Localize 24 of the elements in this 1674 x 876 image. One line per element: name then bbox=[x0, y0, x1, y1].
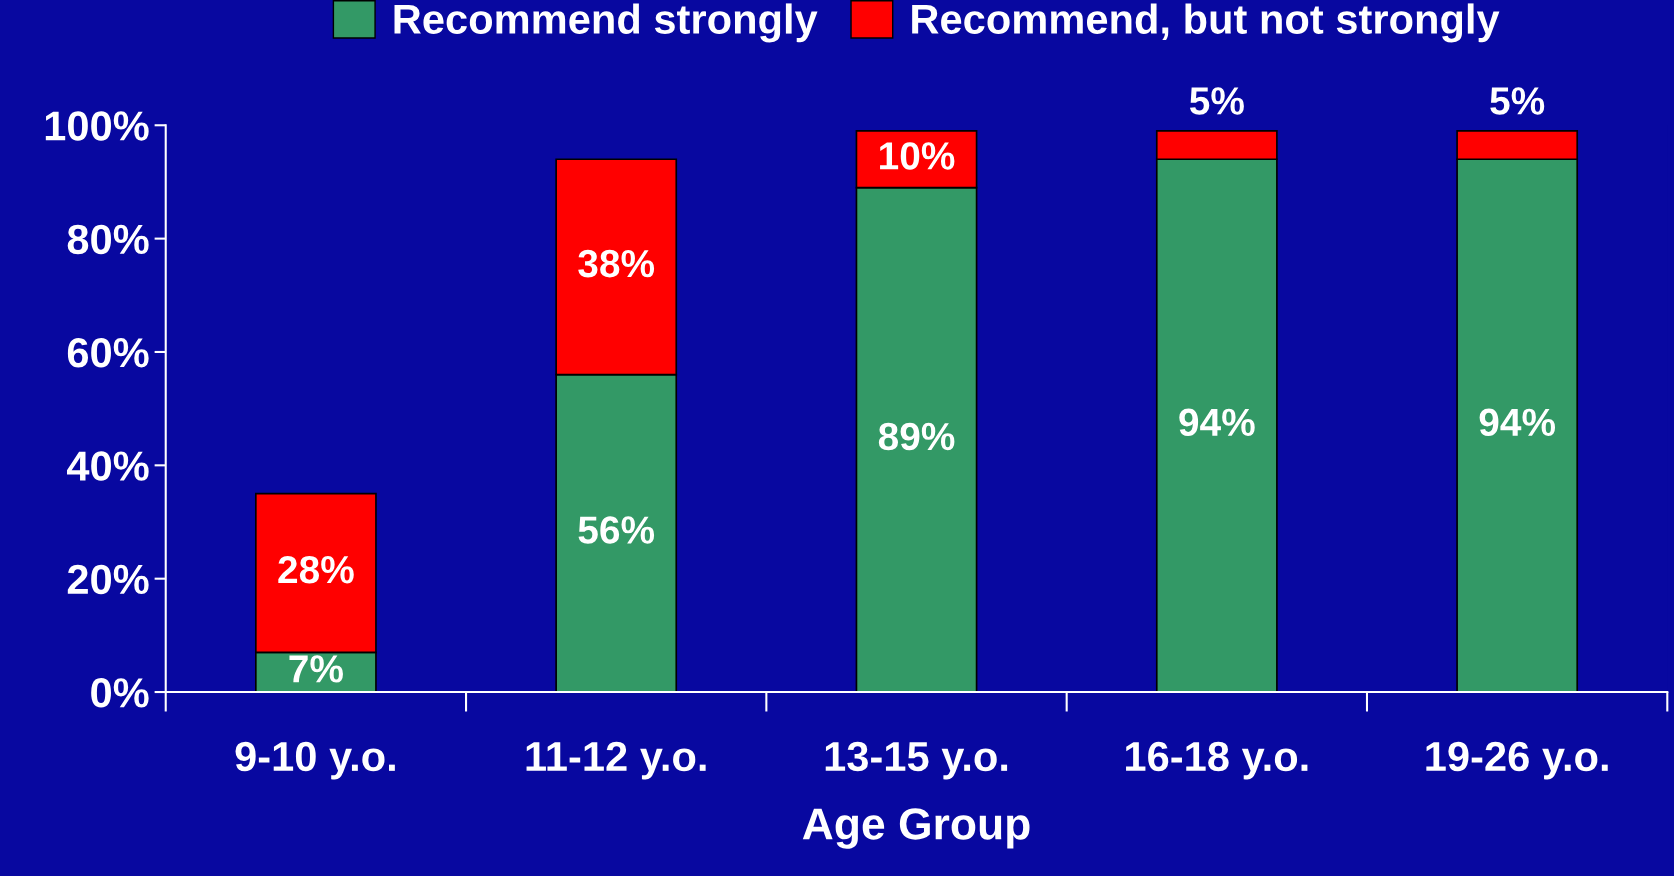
x-axis-title: Age Group bbox=[802, 808, 1030, 849]
x-tick-label: 19-26 y.o. bbox=[1426, 741, 1608, 780]
legend-label: Recommend strongly bbox=[394, 3, 818, 43]
y-tick-label: 40% bbox=[66, 451, 149, 481]
x-tick-label: 9-10 y.o. bbox=[235, 741, 395, 780]
y-tick-label: 100% bbox=[45, 111, 149, 141]
legend-label: Recommend, but not strongly bbox=[912, 3, 1500, 43]
data-label: 28% bbox=[278, 555, 354, 584]
data-label: 94% bbox=[1479, 408, 1556, 437]
data-label: 89% bbox=[878, 422, 955, 451]
y-tick-label: 20% bbox=[67, 564, 149, 595]
data-label: 5% bbox=[1189, 87, 1244, 115]
data-label: 10% bbox=[880, 142, 955, 170]
data-label: 5% bbox=[1490, 87, 1545, 115]
x-tick-label: 13-15 y.o. bbox=[825, 741, 1008, 780]
x-tick-label: 11-12 y.o. bbox=[526, 741, 706, 780]
x-tick-label: 16-18 y.o. bbox=[1126, 741, 1308, 780]
y-tick-label: 0% bbox=[91, 678, 149, 708]
y-tick-label: 80% bbox=[67, 224, 149, 255]
data-label: 38% bbox=[578, 249, 655, 278]
y-tick-label: 60% bbox=[67, 337, 149, 368]
data-label: 94% bbox=[1179, 408, 1255, 437]
data-label: 7% bbox=[289, 655, 343, 683]
data-label: 56% bbox=[578, 516, 655, 544]
